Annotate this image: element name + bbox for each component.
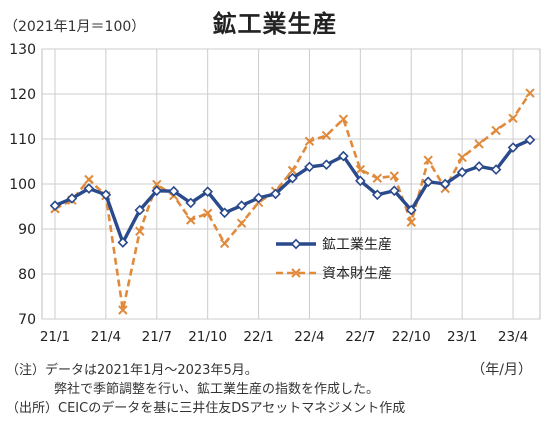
data-point [168, 185, 180, 197]
data-point [507, 142, 519, 153]
x-tick-label: 23/4 [498, 329, 528, 345]
data-point [287, 165, 298, 176]
data-point [84, 174, 94, 185]
series-layer [49, 88, 536, 315]
legend-label: 資本財生産 [322, 266, 392, 282]
y-tick-label: 110 [9, 132, 36, 148]
data-point [236, 218, 247, 228]
y-tick-label: 130 [9, 42, 36, 58]
data-point [135, 226, 145, 236]
x-tick-label: 21/10 [188, 329, 227, 345]
series-industrial-production [49, 134, 536, 248]
data-point [338, 150, 349, 162]
data-point [473, 161, 485, 172]
data-point [236, 200, 247, 211]
x-tick-label: 21/4 [91, 329, 121, 345]
y-tick-label: 70 [18, 312, 36, 328]
y-tick-label: 80 [18, 267, 36, 283]
data-point [152, 179, 162, 190]
data-point [270, 188, 281, 200]
data-point [117, 237, 129, 248]
data-point [186, 215, 196, 225]
x-tick-label: 23/1 [447, 329, 477, 345]
data-point [287, 172, 298, 184]
data-point [185, 197, 197, 209]
data-point [118, 305, 128, 315]
data-point [422, 176, 434, 188]
data-point [253, 192, 264, 204]
gridlines [41, 48, 541, 320]
data-point [49, 200, 61, 211]
legend-item: 鉱工業生産 [276, 236, 392, 253]
x-tick-label: 21/1 [40, 329, 70, 345]
data-point [66, 193, 78, 204]
data-point [388, 185, 400, 197]
x-axis: 21/1 21/4 21/7 21/10 22/1 22/4 22/7 22/10 23/1 23… [40, 329, 528, 345]
x-tick-label: 22/7 [345, 329, 375, 345]
y-tick-label: 90 [18, 222, 36, 238]
data-point [321, 130, 332, 141]
data-point [338, 114, 349, 124]
y-tick-label: 120 [9, 87, 36, 103]
data-point [456, 166, 468, 178]
data-point [100, 189, 112, 201]
data-point [423, 155, 433, 165]
data-point [405, 204, 417, 216]
data-point [219, 238, 230, 249]
y-axis: 70 80 90 100 110 120 130 [9, 42, 36, 328]
data-point [134, 204, 146, 216]
data-point [202, 208, 213, 218]
data-point [83, 183, 95, 194]
footnote-note: （注）データは2021年1月～2023年5月。 [6, 363, 258, 378]
data-point [219, 207, 230, 219]
y-tick-label: 100 [9, 177, 36, 193]
x-tick-label: 22/10 [392, 329, 431, 345]
footnotes: （注）データは2021年1月～2023年5月。 弊社で季節調整を行い、鉱工業生産… [6, 361, 405, 418]
data-point [355, 175, 366, 187]
data-point [524, 134, 536, 146]
legend-marker [290, 238, 302, 250]
data-point [202, 186, 214, 197]
x-tick-label: 21/7 [142, 329, 172, 345]
footnote-source: （出所）CEICのデータを基に三井住友DSアセットマネジメント作成 [6, 401, 406, 416]
data-point [525, 88, 535, 98]
period-unit-label: （年/月） [471, 362, 532, 378]
data-point [304, 161, 315, 173]
legend-item: 資本財生産 [276, 266, 392, 282]
data-point [355, 164, 366, 175]
series-capital-goods [50, 88, 535, 315]
data-point [508, 113, 518, 124]
chart-title: 鉱工業生産 [212, 10, 338, 38]
data-point [304, 136, 315, 146]
x-tick-label: 22/1 [243, 329, 273, 345]
data-point [321, 159, 332, 170]
data-point [389, 171, 399, 181]
data-point [151, 185, 163, 197]
data-point [457, 152, 467, 163]
unit-note: （2021年1月＝100） [4, 19, 146, 35]
x-tick-label: 22/4 [294, 329, 324, 345]
footnote-method: 弊社で季節調整を行い、鉱工業生産の指数を作成した。 [54, 382, 380, 397]
legend-marker [291, 268, 301, 278]
data-point [490, 164, 502, 175]
data-point [406, 217, 416, 227]
legend-label: 鉱工業生産 [322, 236, 392, 253]
data-point [372, 173, 383, 183]
data-point [371, 189, 383, 201]
data-point [474, 139, 484, 149]
data-point [439, 178, 451, 190]
data-point [491, 125, 501, 136]
